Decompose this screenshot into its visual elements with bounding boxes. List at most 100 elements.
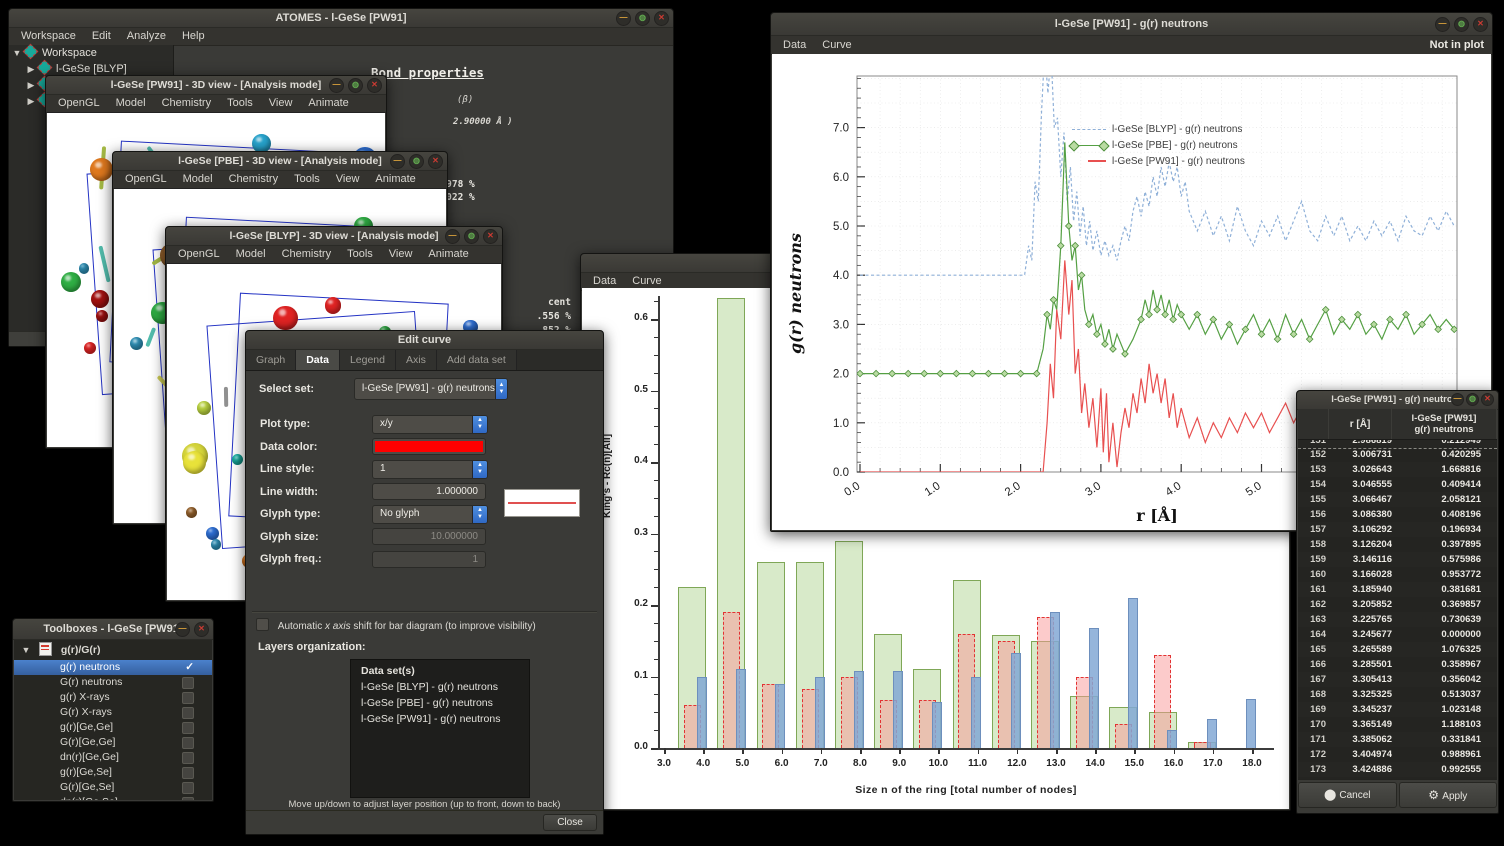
toolbox-item-g-r-neutrons[interactable]: g(r) neutrons ✓ [14, 660, 212, 675]
checkbox[interactable] [182, 692, 194, 704]
layer-item[interactable]: l-GeSe [BLYP] - g(r) neutrons [361, 681, 498, 693]
checkbox[interactable] [182, 797, 194, 800]
expander-icon[interactable]: ▼ [21, 645, 31, 655]
table-row[interactable]: 173 3.424886 0.992555 [1298, 762, 1497, 777]
toolbox-item-dn-r-ge-ge-[interactable]: dn(r)[Ge,Ge] [14, 750, 212, 765]
minimize-icon[interactable]: — [616, 11, 631, 26]
table-row[interactable]: 160 3.166028 0.953772 [1310, 569, 1481, 580]
tab-add-data-set[interactable]: Add data set [436, 350, 517, 370]
field-control[interactable]: 1 ▲ ▼ [372, 459, 488, 479]
tab-legend[interactable]: Legend [339, 350, 396, 370]
menu-item-chemistry[interactable]: Chemistry [161, 97, 212, 109]
menu-item-view[interactable]: View [388, 248, 413, 260]
table-row[interactable]: 154 3.046555 0.409414 [1310, 479, 1481, 490]
table-row[interactable]: 168 3.325325 0.513037 [1310, 689, 1481, 700]
minimize-icon[interactable]: — [175, 622, 190, 637]
close-icon[interactable]: ✕ [654, 11, 669, 26]
table-row[interactable]: 172 3.404974 0.988961 [1310, 749, 1481, 760]
table-titlebar[interactable]: l-GeSe [PW91] - g(r) neutrons — ◍ ✕ [1297, 391, 1498, 410]
column-header-index[interactable] [1298, 409, 1329, 439]
close-button[interactable]: Close [543, 814, 597, 831]
checkbox[interactable] [182, 707, 194, 719]
toolbox-item-dn-r-ge-se-[interactable]: dn(r)[Ge,Se] [14, 795, 212, 800]
tree-item-2[interactable]: ▶ [9, 75, 173, 93]
maximize-icon[interactable]: ◍ [348, 78, 363, 93]
spinner-icon[interactable]: ▲ ▼ [494, 379, 507, 399]
checkbox[interactable] [182, 737, 194, 749]
close-icon[interactable]: ✕ [1481, 393, 1494, 406]
field-control[interactable] [372, 438, 486, 456]
auto-shift-checkbox-row[interactable]: Automatic x axis shift for bar diagram (… [256, 618, 536, 632]
gr-line-chart[interactable]: 0.0 1.0 2.0 3.0 4.0 5.0 6.0 7.0 0.0 1.0 2.0 3.0 4.0 5… [772, 54, 1491, 530]
maximize-icon[interactable]: ◍ [1466, 393, 1479, 406]
menu-item-model[interactable]: Model [182, 173, 213, 185]
toolbox-item-g-r-ge-ge-[interactable]: g(r)[Ge,Ge] [14, 720, 212, 735]
table-row[interactable]: 155 3.066467 2.058121 [1298, 492, 1497, 507]
tab-axis[interactable]: Axis [396, 350, 437, 370]
table-row[interactable]: 158 3.126204 0.397895 [1310, 539, 1481, 550]
menu-item-workspace[interactable]: Workspace [21, 30, 76, 42]
table-row[interactable]: 169 3.345237 1.023148 [1298, 702, 1497, 717]
menu-item-animate[interactable]: Animate [375, 173, 416, 185]
gr-window-titlebar[interactable]: l-GeSe [PW91] - g(r) neutrons — ◍ ✕ [771, 13, 1492, 36]
menu-item-chemistry[interactable]: Chemistry [228, 173, 279, 185]
table-row[interactable]: 164 3.245677 0.000000 [1310, 629, 1481, 640]
table-row[interactable]: 152 3.006731 0.420295 [1310, 449, 1481, 460]
expander-icon[interactable]: ▼ [12, 48, 22, 58]
menu-item-animate[interactable]: Animate [308, 97, 349, 109]
table-row[interactable]: 153 3.026643 1.668816 [1298, 462, 1497, 477]
close-icon[interactable]: ✕ [194, 622, 209, 637]
field-control[interactable]: No glyph ▲ ▼ [372, 504, 488, 524]
menu-item-help[interactable]: Help [181, 30, 205, 42]
menu-item-curve[interactable]: Curve [822, 38, 852, 51]
spinner-icon[interactable]: ▲ ▼ [472, 505, 487, 523]
main-window-titlebar[interactable]: ATOMES - l-GeSe [PW91] — ◍ ✕ [9, 9, 673, 28]
view-pbe-titlebar[interactable]: l-GeSe [PBE] - 3D view - [Analysis mode]… [113, 152, 447, 171]
tree-item-3[interactable]: ▶ [9, 91, 173, 109]
menu-item-opengl[interactable]: OpenGL [178, 248, 220, 260]
close-icon[interactable]: ✕ [428, 154, 443, 169]
menu-item-view[interactable]: View [268, 97, 293, 109]
edit-curve-titlebar[interactable]: Edit curve [246, 331, 603, 350]
tab-graph[interactable]: Graph [246, 350, 297, 370]
table-row[interactable]: 157 3.106292 0.196934 [1298, 522, 1497, 537]
toolbox-item-g-r-x-rays[interactable]: G(r) X-rays [14, 705, 212, 720]
maximize-icon[interactable]: ◍ [409, 154, 424, 169]
check-icon[interactable]: ✓ [185, 661, 194, 673]
close-icon[interactable]: ✕ [367, 78, 382, 93]
layer-item[interactable]: l-GeSe [PW91] - g(r) neutrons [361, 713, 501, 725]
table-row[interactable]: 162 3.205852 0.369857 [1310, 599, 1481, 610]
minimize-icon[interactable]: — [390, 154, 405, 169]
toolbox-item-g-r-ge-ge-[interactable]: G(r)[Ge,Ge] [14, 735, 212, 750]
toolbox-item-g-r-ge-se-[interactable]: G(r)[Ge,Se] [14, 780, 212, 795]
menu-item-model[interactable]: Model [115, 97, 146, 109]
maximize-icon[interactable]: ◍ [635, 11, 650, 26]
menu-item-curve[interactable]: Curve [632, 275, 662, 287]
table-row[interactable]: 167 3.305413 0.356042 [1298, 672, 1497, 687]
menu-item-data[interactable]: Data [593, 275, 617, 287]
apply-button[interactable]: ⚙ Apply [1398, 782, 1497, 808]
tree-item-blyp[interactable]: ▶ l-GeSe [BLYP] [9, 59, 173, 77]
menu-item-animate[interactable]: Animate [428, 248, 469, 260]
menu-item-chemistry[interactable]: Chemistry [281, 248, 332, 260]
layer-item[interactable]: l-GeSe [PBE] - g(r) neutrons [361, 697, 493, 709]
toolbox-item-g-r-ge-se-[interactable]: g(r)[Ge,Se] [14, 765, 212, 780]
menu-item-analyze[interactable]: Analyze [126, 30, 166, 42]
menu-item-model[interactable]: Model [235, 248, 266, 260]
checkbox[interactable] [182, 752, 194, 764]
table-row[interactable]: 159 3.146116 0.575986 [1298, 552, 1497, 567]
expander-icon[interactable]: ▶ [27, 96, 35, 106]
view-pw91-titlebar[interactable]: l-GeSe [PW91] - 3D view - [Analysis mode… [46, 76, 386, 95]
checkbox[interactable] [182, 782, 194, 794]
table-row[interactable]: 171 3.385062 0.331841 [1298, 732, 1497, 747]
toolbox-item-g-r-neutrons[interactable]: G(r) neutrons [14, 675, 212, 690]
column-header-r[interactable]: r [Å] [1329, 409, 1392, 439]
close-icon[interactable]: ✕ [1473, 17, 1488, 32]
column-header-value[interactable]: l-GeSe [PW91] g(r) neutrons [1392, 409, 1497, 439]
spinner-icon[interactable]: ▲ ▼ [472, 415, 487, 433]
menu-item-edit[interactable]: Edit [91, 30, 111, 42]
close-icon[interactable]: ✕ [483, 229, 498, 244]
table-row[interactable]: 163 3.225765 0.730639 [1298, 612, 1497, 627]
checkbox[interactable] [182, 677, 194, 689]
auto-shift-checkbox[interactable] [256, 618, 269, 631]
